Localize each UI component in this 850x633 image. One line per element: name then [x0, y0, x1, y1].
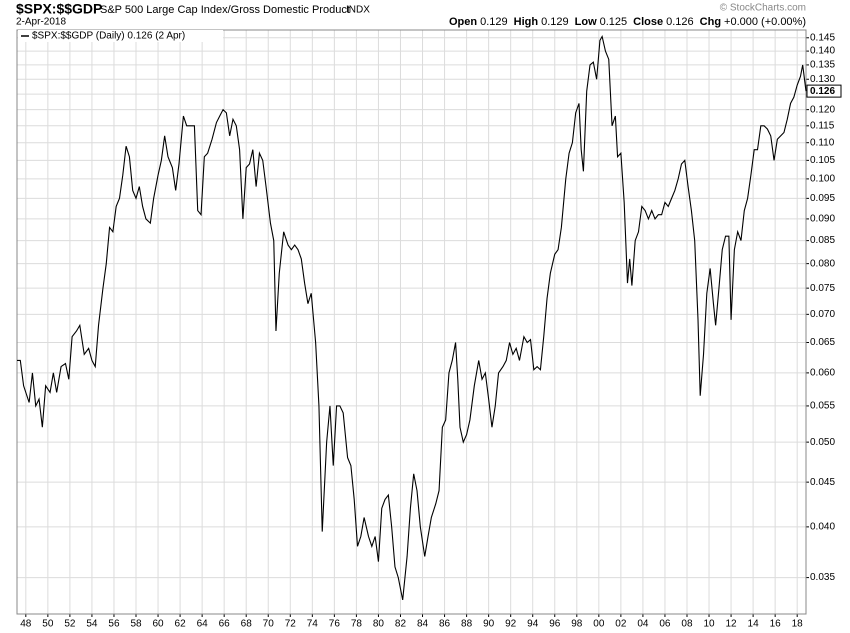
x-tick-label: 86	[439, 619, 451, 630]
y-tick-label: 0.065	[810, 337, 835, 348]
y-tick-label: 0.145	[810, 32, 835, 43]
x-tick-label: 06	[659, 619, 671, 630]
quote-label: High	[514, 16, 539, 28]
chart-title: $SPX:$$GDP	[16, 1, 102, 17]
exchange: INDX	[346, 5, 370, 16]
x-tick-label: 82	[395, 619, 407, 630]
y-tick-label: 0.055	[810, 401, 835, 412]
quote-value: +0.000 (+0.00%)	[724, 16, 806, 28]
x-tick-label: 58	[130, 619, 142, 630]
quote-value: 0.125	[600, 16, 628, 28]
x-tick-label: 04	[637, 619, 649, 630]
y-tick-label: 0.070	[810, 309, 835, 320]
quote-value: 0.129	[480, 16, 508, 28]
y-tick-label: 0.080	[810, 258, 835, 269]
x-tick-label: 52	[64, 619, 76, 630]
y-tick-label: 0.085	[810, 235, 835, 246]
x-tick-label: 76	[329, 619, 341, 630]
y-tick-label: 0.050	[810, 437, 835, 448]
x-tick-label: 50	[42, 619, 54, 630]
last-value-label: 0.126	[810, 86, 835, 97]
plot-frame	[16, 29, 807, 615]
x-tick-label: 02	[615, 619, 627, 630]
y-tick-label: 0.130	[810, 74, 835, 85]
x-tick-label: 00	[593, 619, 605, 630]
y-tick-label: 0.105	[810, 155, 835, 166]
quote-value: 0.129	[541, 16, 569, 28]
line-series	[17, 34, 807, 601]
x-tick-label: 72	[285, 619, 297, 630]
x-tick-label: 70	[263, 619, 275, 630]
chart-subtitle: S&P 500 Large Cap Index/Gross Domestic P…	[100, 4, 350, 16]
y-tick-label: 0.035	[810, 572, 835, 583]
x-tick-label: 16	[770, 619, 782, 630]
x-tick-label: 66	[219, 619, 231, 630]
y-tick-label: 0.090	[810, 214, 835, 225]
y-tick-label: 0.115	[810, 120, 835, 131]
quote-label: Close	[633, 16, 663, 28]
x-tick-label: 94	[527, 619, 539, 630]
legend-bg	[18, 30, 223, 42]
y-tick-label: 0.110	[810, 137, 835, 148]
y-tick-label: 0.045	[810, 477, 835, 488]
x-tick-label: 68	[241, 619, 253, 630]
x-tick-label: 98	[571, 619, 583, 630]
x-tick-label: 78	[351, 619, 363, 630]
quote-label: Low	[575, 16, 597, 28]
y-tick-label: 0.140	[810, 46, 835, 57]
quote-value: 0.126	[666, 16, 694, 28]
x-tick-label: 56	[108, 619, 120, 630]
x-tick-label: 84	[417, 619, 429, 630]
quote-label: Chg	[700, 16, 721, 28]
credit: © StockCharts.com	[720, 3, 806, 14]
y-tick-label: 0.135	[810, 60, 835, 71]
y-tick-label: 0.095	[810, 193, 835, 204]
x-tick-label: 64	[197, 619, 209, 630]
x-tick-label: 96	[549, 619, 561, 630]
y-tick-label: 0.100	[810, 174, 835, 185]
x-tick-label: 60	[152, 619, 164, 630]
legend-label: $SPX:$$GDP (Daily) 0.126 (2 Apr)	[32, 31, 185, 42]
quote-label: Open	[449, 16, 477, 28]
date: 2-Apr-2018	[16, 17, 66, 28]
y-tick-label: 0.075	[810, 283, 835, 294]
x-tick-label: 74	[307, 619, 319, 630]
x-tick-label: 18	[792, 619, 804, 630]
x-tick-label: 12	[726, 619, 738, 630]
x-tick-label: 88	[461, 619, 473, 630]
y-tick-label: 0.040	[810, 522, 835, 533]
x-tick-label: 54	[86, 619, 98, 630]
y-tick-label: 0.060	[810, 368, 835, 379]
x-tick-label: 48	[20, 619, 32, 630]
x-tick-label: 10	[703, 619, 715, 630]
x-tick-label: 80	[373, 619, 385, 630]
last-value-tag	[806, 84, 842, 98]
x-tick-label: 62	[175, 619, 187, 630]
x-tick-label: 08	[681, 619, 693, 630]
x-tick-label: 92	[505, 619, 517, 630]
x-tick-label: 90	[483, 619, 495, 630]
x-tick-label: 14	[748, 619, 760, 630]
y-tick-label: 0.120	[810, 104, 835, 115]
